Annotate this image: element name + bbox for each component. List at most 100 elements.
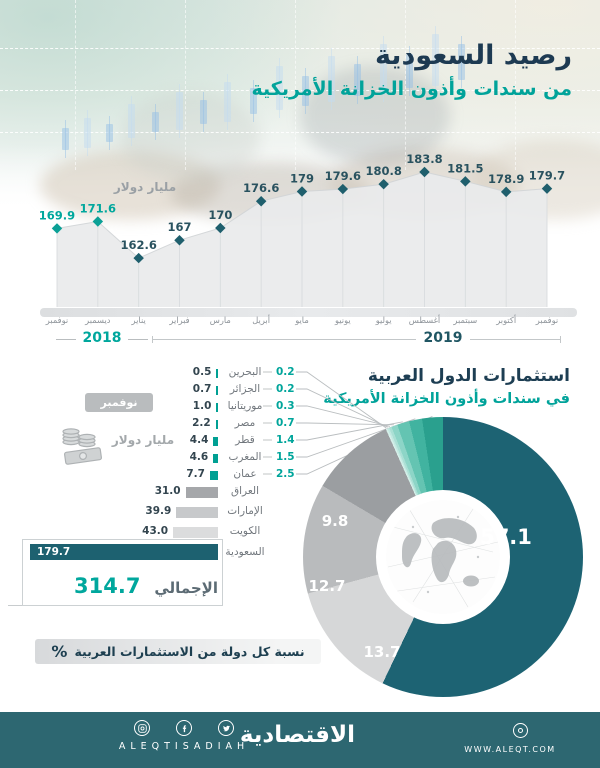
data-point-value: 167 — [167, 220, 191, 234]
coin-photo-blur — [120, 92, 260, 182]
month-axis-strip — [40, 308, 577, 317]
footer: ALEQTISADIAH الاقتصادية WWW.ALEQT.COM — [0, 712, 600, 768]
donut-chart — [303, 417, 583, 697]
country-label: البحرين — [228, 366, 262, 378]
percent-label: 1.4 — [276, 434, 295, 446]
month-label: نوفمبر — [45, 315, 69, 325]
candlestick-wick — [253, 80, 254, 122]
month-label: يناير — [131, 315, 146, 325]
month-label: يونيو — [334, 315, 351, 325]
year-2018-label: 2018 — [82, 330, 122, 346]
country-bar — [176, 507, 218, 518]
candlestick-wick — [357, 56, 358, 104]
percent-label: 1.5 — [276, 451, 295, 463]
country-label: قطر — [235, 434, 255, 446]
bar-value: 39.9 — [145, 505, 172, 517]
candlestick-wick — [203, 92, 204, 132]
bar-chart-unit-label: مليار دولار — [111, 433, 175, 447]
candlestick-wick — [87, 110, 88, 156]
candlestick-wick — [227, 74, 228, 130]
grid-line-h — [0, 48, 600, 49]
grid-line-v — [515, 0, 516, 170]
month-label: مارس — [209, 315, 231, 325]
percent-label: 0.2 — [276, 383, 295, 395]
percentage-note-text: نسبة كل دولة من الاستثمارات العربية — [74, 644, 305, 659]
globe-icon — [386, 500, 500, 614]
data-point-diamond — [215, 222, 226, 234]
section-title-line2: في سندات وأذون الخزانة الأمريكية — [323, 391, 570, 407]
bar-value: 4.6 — [189, 451, 209, 463]
candlestick-wick — [155, 104, 156, 140]
country-label: موريتانيا — [227, 400, 263, 412]
total-value: 314.7 — [74, 574, 141, 598]
line-chart-unit-label: مليار دولار — [113, 180, 177, 194]
slice-label-uae: 12.7 — [308, 577, 346, 595]
country-label: العراق — [230, 485, 260, 497]
coin-photo-blur — [300, 66, 450, 166]
country-label: السعودية — [225, 546, 265, 558]
country-label: الكويت — [229, 525, 261, 537]
month-label: نوفمبر — [535, 315, 559, 325]
facebook-icon[interactable] — [176, 720, 192, 736]
country-bar — [215, 420, 218, 429]
data-point-diamond — [133, 252, 144, 264]
twitter-icon[interactable] — [218, 720, 234, 736]
bar-value: 1.0 — [192, 400, 212, 412]
bar-value: 0.5 — [192, 366, 212, 378]
slice-connector-line — [296, 405, 391, 427]
saudi-bar-value: 179.7 — [37, 546, 71, 558]
month-label: يوليو — [375, 315, 392, 325]
candlestick-wick — [409, 46, 410, 96]
candlestick-wick — [435, 26, 436, 94]
percent-label: 0.3 — [276, 400, 295, 412]
footer-brand-block: ALEQTISADIAH — [88, 720, 280, 752]
month-label: أغسطس — [408, 315, 441, 325]
grid-line-v — [405, 0, 406, 170]
candlestick-wick — [305, 68, 306, 114]
social-icons — [88, 720, 280, 736]
country-bar — [209, 471, 218, 480]
candlestick-wick — [65, 120, 66, 158]
year-2019-line-left — [152, 339, 416, 340]
country-bar — [185, 487, 218, 498]
percent-label: 0.2 — [276, 366, 295, 378]
page-title: رصيد السعودية من سندات وأذون الخزانة الأ… — [252, 40, 572, 100]
grid-line-h — [0, 132, 600, 133]
donut-center — [376, 490, 510, 624]
candlestick-wick — [331, 48, 332, 110]
year-2018-dash-right — [128, 339, 148, 340]
bar-value: 2.2 — [192, 417, 211, 429]
candlestick-wick — [179, 84, 180, 138]
country-bar — [213, 454, 218, 463]
country-label: مصر — [234, 417, 256, 429]
candlestick-wick — [461, 36, 462, 88]
year-2019-line-right — [470, 339, 560, 340]
section-title-line1: استثمارات الدول العربية — [367, 366, 570, 386]
country-bar — [173, 527, 218, 538]
country-label: المغرب — [228, 451, 262, 463]
period-badge: نوفمبر 2019 — [85, 393, 153, 428]
month-label: مايو — [295, 315, 309, 325]
month-label: سبتمبر — [453, 315, 478, 325]
website-url[interactable]: WWW.ALEQT.COM — [464, 745, 556, 754]
hero-photo-background — [0, 0, 600, 224]
month-label: فبراير — [169, 315, 190, 325]
percent-label: 2.5 — [276, 468, 295, 480]
country-bar — [213, 437, 218, 446]
country-label: الإمارات — [227, 505, 263, 517]
total-box-dash — [8, 605, 22, 606]
data-point-diamond — [51, 223, 63, 234]
slice-label-iraq: 9.8 — [321, 512, 349, 530]
percent-label: 0.7 — [276, 417, 295, 429]
country-bar — [216, 386, 218, 395]
slice-label-saudi: 57.1 — [480, 525, 532, 549]
grid-line-h — [0, 90, 600, 91]
country-bar — [216, 369, 218, 378]
total-box — [22, 539, 223, 606]
instagram-icon[interactable] — [134, 720, 150, 736]
month-label: أكتوبر — [496, 315, 517, 325]
bar-value: 43.0 — [142, 525, 169, 537]
bar-value: 4.4 — [189, 434, 209, 446]
page-title-line2: من سندات وأذون الخزانة الأمريكية — [251, 78, 572, 100]
money-icon — [62, 428, 103, 465]
